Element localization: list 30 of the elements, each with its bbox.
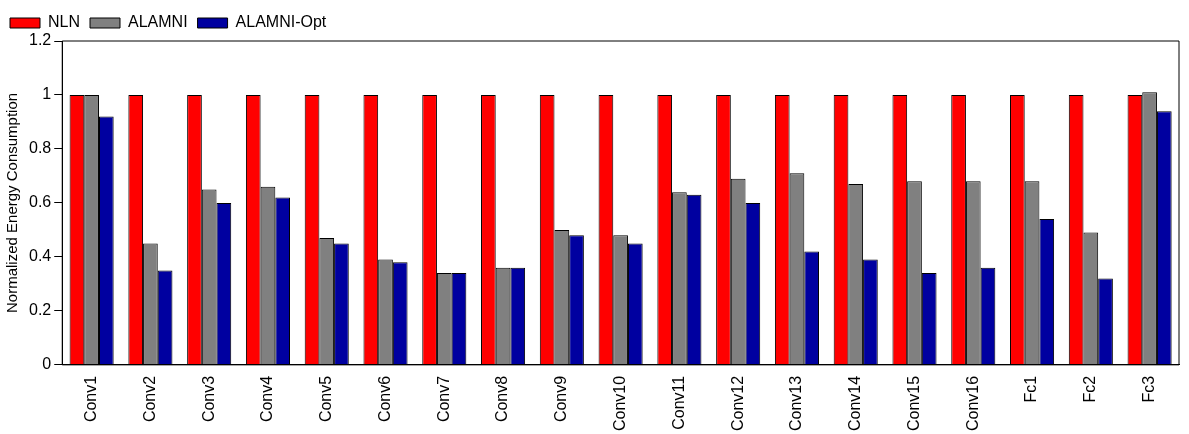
x-tick-label: Conv13 (787, 375, 805, 432)
legend-label: ALAMNI (128, 13, 188, 31)
x-tick-label: Conv15 (904, 375, 922, 432)
y-tick-label: 1 (42, 85, 52, 103)
y-tick-label: 0.8 (28, 139, 52, 157)
x-tick-label: Conv16 (963, 375, 981, 432)
x-tick-label: Conv7 (434, 375, 452, 423)
x-tick-label: Conv6 (375, 375, 393, 423)
legend-label: NLN (48, 13, 81, 31)
x-tick-label: Conv5 (317, 375, 335, 423)
x-tick-label: Fc1 (1022, 375, 1040, 403)
x-tick-label: Conv14 (846, 375, 864, 432)
y-tick-label: 1.2 (28, 31, 52, 49)
y-tick-label: 0.2 (28, 301, 52, 319)
x-tick-label: Fc2 (1081, 375, 1099, 403)
x-tick-label: Fc3 (1140, 375, 1158, 403)
x-tick-label: Conv9 (552, 375, 570, 423)
y-tick-label: 0.4 (28, 247, 52, 265)
x-tick-label: Conv12 (728, 375, 746, 432)
legend-label: ALAMNI-Opt (235, 13, 327, 31)
y-axis-title: Normalized Energy Consumption (3, 92, 21, 313)
y-tick-label: 0.6 (28, 193, 52, 211)
x-tick-label: Conv8 (493, 375, 511, 423)
x-tick-label: Conv1 (82, 375, 100, 423)
x-tick-label: Conv3 (199, 375, 217, 423)
x-tick-label: Conv4 (258, 375, 276, 423)
x-tick-label: Conv11 (669, 375, 687, 430)
x-tick-label: Conv2 (140, 375, 158, 423)
x-tick-label: Conv10 (611, 375, 629, 432)
y-tick-label: 0 (42, 355, 52, 373)
